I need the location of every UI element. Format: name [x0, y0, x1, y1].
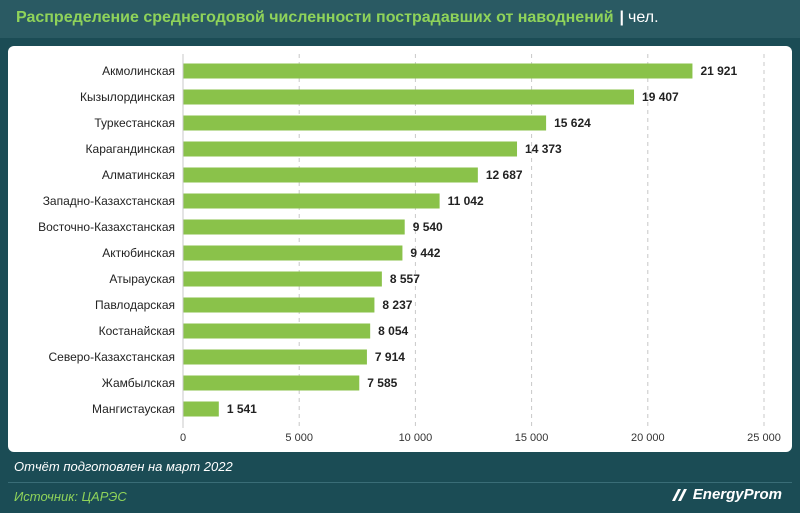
- bar: [183, 245, 403, 261]
- page-title: Распределение среднегодовой численности …: [16, 9, 659, 27]
- data-label: 1 541: [227, 402, 257, 416]
- bar-chart: 0 5 000 10 000 15 000 20 000 25 000 Акмолинска…: [38, 54, 781, 444]
- report-note: Отчёт подготовлен на март 2022: [14, 459, 233, 474]
- bar: [183, 401, 219, 417]
- chart-title-text: Распределение среднегодовой численности …: [16, 9, 614, 26]
- data-label: 8 557: [390, 272, 420, 286]
- chart-panel: 0 5 000 10 000 15 000 20 000 25 000 Акмолинска…: [8, 46, 792, 452]
- x-tick-label: 5 000: [285, 432, 313, 444]
- x-tick-label: 0: [180, 432, 186, 444]
- bar: [183, 193, 440, 209]
- bar: [183, 375, 360, 391]
- category-label: Актюбинская: [102, 246, 175, 260]
- category-label: Северо-Казахстанская: [48, 350, 175, 364]
- category-label: Карагандинская: [86, 142, 175, 156]
- category-label: Павлодарская: [95, 298, 175, 312]
- bar: [183, 89, 635, 105]
- category-label: Алматинская: [102, 168, 175, 182]
- category-label: Костанайская: [99, 324, 175, 338]
- data-label: 19 407: [642, 90, 679, 104]
- category-label: Мангистауская: [92, 402, 175, 416]
- bar: [183, 349, 367, 365]
- bar: [183, 141, 518, 157]
- x-tick-label: 20 000: [631, 432, 665, 444]
- category-label: Жамбылская: [102, 376, 175, 390]
- data-label: 7 585: [367, 376, 397, 390]
- category-label: Атырауская: [109, 272, 175, 286]
- brand-logo: EnergyProm: [670, 486, 782, 503]
- footer-divider: [8, 482, 792, 483]
- bar: [183, 219, 405, 235]
- x-tick-label: 25 000: [747, 432, 781, 444]
- data-label: 15 624: [554, 116, 591, 130]
- brand-name: EnergyProm: [692, 486, 782, 503]
- data-label: 7 914: [375, 350, 405, 364]
- data-label: 8 054: [378, 324, 408, 338]
- data-label: 11 042: [448, 194, 484, 208]
- bar: [183, 63, 693, 79]
- data-label: 21 921: [700, 64, 737, 78]
- category-label: Акмолинская: [102, 64, 175, 78]
- category-label: Восточно-Казахстанская: [38, 220, 175, 234]
- category-label: Кызылординская: [80, 90, 175, 104]
- data-label: 12 687: [486, 168, 523, 182]
- bar: [183, 297, 375, 313]
- data-label: 14 373: [525, 142, 562, 156]
- bar: [183, 271, 382, 287]
- data-label: 8 237: [382, 298, 412, 312]
- source-note: Источник: ЦАРЭС: [14, 489, 127, 504]
- bar: [183, 115, 547, 131]
- x-tick-label: 10 000: [399, 432, 433, 444]
- unit-label: чел.: [628, 9, 659, 26]
- title-separator: |: [619, 9, 625, 26]
- data-label: 9 442: [410, 246, 440, 260]
- brand-mark-icon: [671, 488, 687, 501]
- category-label: Туркестанская: [94, 116, 175, 130]
- category-label: Западно-Казахстанская: [43, 194, 175, 208]
- bar: [183, 167, 478, 183]
- bar: [183, 323, 371, 339]
- x-tick-label: 15 000: [515, 432, 549, 444]
- title-bar: Распределение среднегодовой численности …: [0, 0, 800, 38]
- data-label: 9 540: [413, 220, 443, 234]
